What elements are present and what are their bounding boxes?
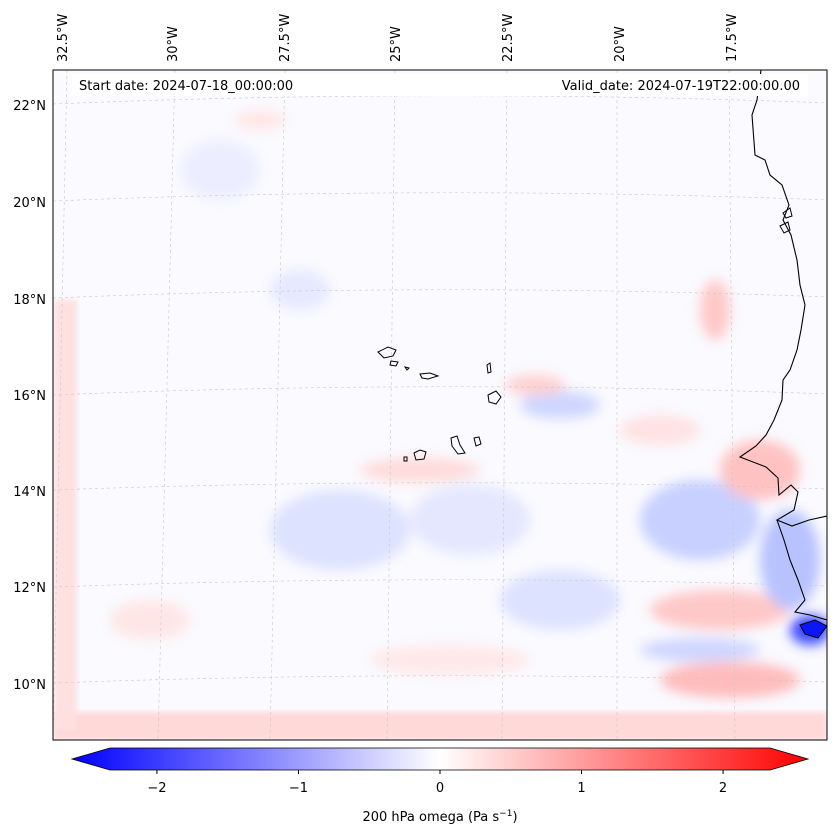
- colorbar-tick-label: 2: [719, 781, 727, 796]
- colorbar-tick-label: −1: [289, 781, 308, 796]
- omega-field: [53, 70, 827, 740]
- coastal-islands: [779, 207, 793, 234]
- longitude-labels: 32.5°W 30°W 27.5°W 25°W 22.5°W 20°W 17.5…: [56, 14, 740, 62]
- lat-label: 12°N: [13, 581, 46, 596]
- lon-label: 25°W: [389, 26, 404, 62]
- lat-label: 14°N: [13, 485, 46, 500]
- lat-label: 18°N: [13, 293, 46, 308]
- lon-label: 22.5°W: [501, 14, 516, 62]
- colorbar: −2 −1 0 1 2 200 hPa omega (Pa s−1): [70, 747, 810, 825]
- colorbar-ticks: −2 −1 0 1 2: [147, 770, 727, 796]
- valid-date: Valid_date: 2024-07-19T22:00:00.00: [562, 79, 800, 94]
- lon-label: 17.5°W: [725, 14, 740, 62]
- colorbar-tick-label: 1: [577, 781, 585, 796]
- guinea-bissau-coast: [799, 619, 827, 639]
- lon-label: 20°W: [613, 26, 628, 62]
- lon-label: 32.5°W: [56, 14, 71, 62]
- lon-label: 27.5°W: [278, 14, 293, 62]
- lon-label: 30°W: [166, 26, 181, 62]
- colorbar-label: 200 hPa omega (Pa s−1): [362, 809, 517, 825]
- colorbar-tick-label: −2: [147, 781, 166, 796]
- lat-label: 10°N: [13, 678, 46, 693]
- graticule: [53, 70, 827, 740]
- lat-label: 16°N: [13, 389, 46, 404]
- lat-label: 22°N: [13, 99, 46, 114]
- title-strip: [72, 74, 808, 96]
- lat-label: 20°N: [13, 196, 46, 211]
- colorbar-bar: [70, 747, 810, 771]
- cape-verde-islands: [377, 346, 502, 462]
- map-frame: [52, 69, 828, 741]
- start-date: Start date: 2024-07-18_00:00:00: [79, 79, 293, 94]
- colorbar-tick-label: 0: [436, 781, 444, 796]
- latitude-labels: 22°N 20°N 18°N 16°N 14°N 12°N 10°N: [13, 99, 46, 693]
- africa-coastline: [738, 70, 827, 621]
